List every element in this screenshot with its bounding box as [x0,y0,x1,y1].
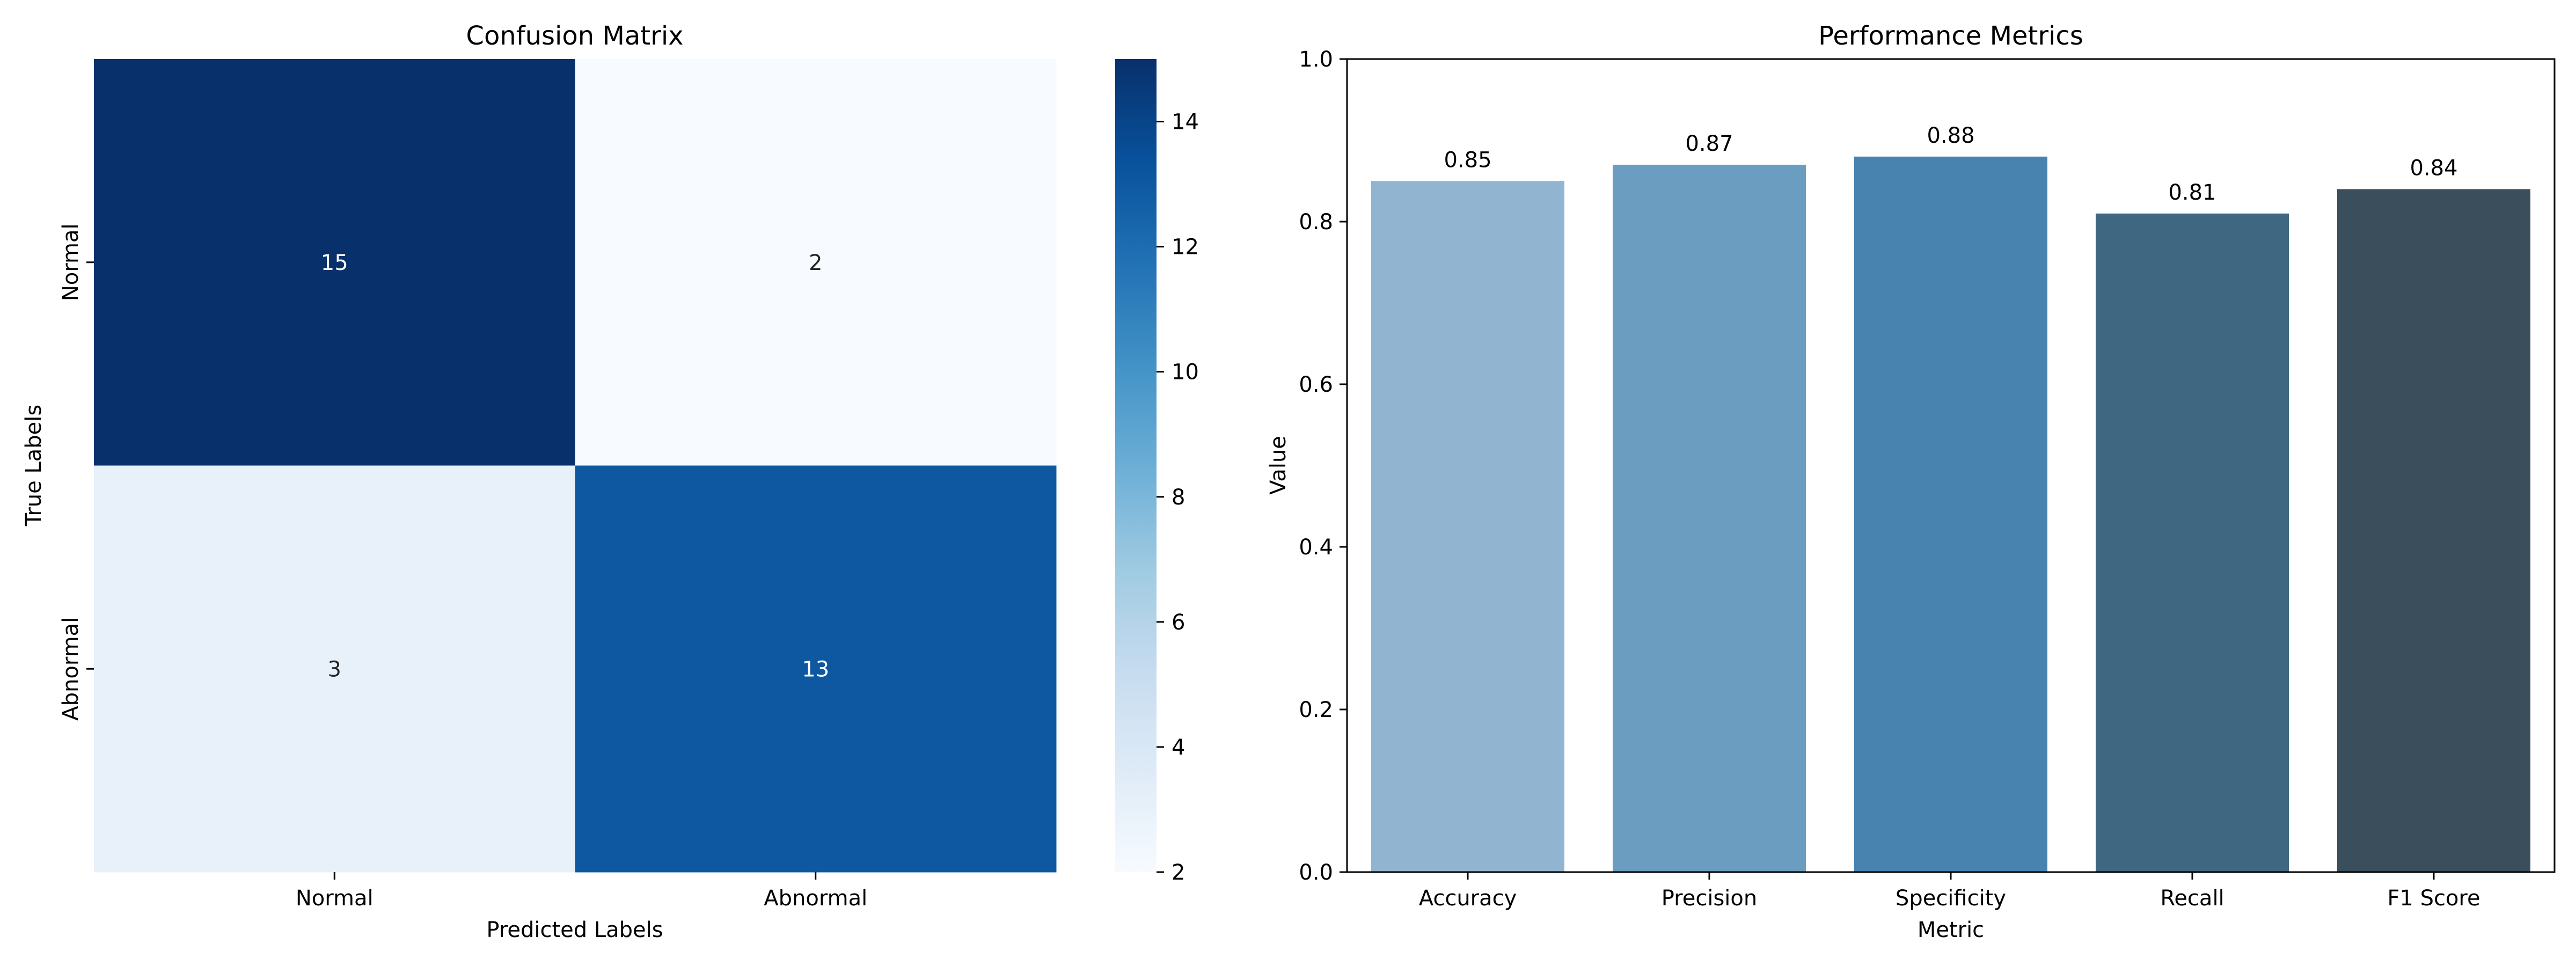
bar-x-ticks: Accuracy Precision Specificity Recall F1 Sco… [1419,872,2480,911]
colorbar-tick-label: 14 [1172,110,1199,135]
heatmap-x-tick-label: Abnormal [764,886,867,911]
confusion-matrix-panel: Confusion Matrix 15 2 3 13 Normal Abnormal N… [21,21,1199,942]
colorbar-tick-label: 8 [1172,485,1185,510]
heatmap-cell-value: 13 [802,657,829,682]
bar [1613,164,1806,873]
bar [2096,213,2289,873]
heatmap-y-tick-label: Abnormal [58,617,83,721]
bar-y-axis-label: Value [1266,436,1291,495]
heatmap-cell [575,465,1057,873]
bar-value-label: 0.88 [1927,123,1974,148]
bar-x-axis-label: Metric [1918,918,1984,942]
bar-y-tick-label: 0.6 [1299,372,1333,397]
heatmap-cell [94,59,575,466]
bars: 0.85 0.87 0.88 0.81 0.84 [1371,123,2530,873]
heatmap-x-axis-label: Predicted Labels [486,918,663,942]
colorbar-ticks: 2 4 6 8 10 12 14 [1157,110,1199,885]
bar-y-ticks: 0.0 0.2 0.4 0.6 0.8 1.0 [1299,47,1347,885]
colorbar-tick-label: 12 [1172,235,1199,260]
bar [1854,156,2047,872]
performance-metrics-title: Performance Metrics [1818,21,2083,51]
colorbar: 2 4 6 8 10 12 14 [1115,59,1199,885]
colorbar-gradient [1115,59,1157,872]
bar-x-tick-label: Accuracy [1419,886,1517,911]
heatmap-cell-value: 15 [321,251,348,275]
bar-value-label: 0.81 [2168,180,2216,205]
heatmap-cell-value: 3 [328,657,341,682]
bar-y-tick-label: 0.2 [1299,698,1333,722]
bar-value-label: 0.87 [1685,131,1733,156]
bar [2337,189,2530,872]
heatmap-cells: 15 2 3 13 [94,59,1057,873]
heatmap-cell-value: 2 [809,251,822,275]
bar-y-tick-label: 1.0 [1299,47,1333,72]
bar-value-label: 0.84 [2410,156,2457,180]
heatmap-cell [94,465,575,873]
confusion-matrix-title: Confusion Matrix [466,21,683,51]
colorbar-tick-label: 2 [1172,860,1185,885]
heatmap-x-ticks: Normal Abnormal [296,872,867,911]
colorbar-tick-label: 6 [1172,610,1185,635]
bar-x-tick-label: Precision [1662,886,1757,911]
bar-value-label: 0.85 [1444,148,1491,172]
heatmap-y-axis-label: True Labels [21,405,46,526]
heatmap-y-ticks: Normal Abnormal [58,223,94,721]
performance-metrics-panel: Performance Metrics 0.85 0.87 0.88 0.81 0.84… [1266,21,2556,942]
heatmap-cell [575,59,1057,466]
bar-y-tick-label: 0.8 [1299,210,1333,235]
heatmap-x-tick-label: Normal [296,886,374,911]
colorbar-tick-label: 10 [1172,360,1199,385]
bar-x-tick-label: F1 Score [2387,886,2480,911]
bar [1371,181,1564,872]
bar-x-tick-label: Specificity [1896,886,2006,911]
heatmap-y-tick-label: Normal [58,223,83,301]
bar-x-tick-label: Recall [2160,886,2224,911]
bar-y-tick-label: 0.0 [1299,860,1333,885]
bar-y-tick-label: 0.4 [1299,535,1333,560]
colorbar-tick-label: 4 [1172,735,1185,760]
